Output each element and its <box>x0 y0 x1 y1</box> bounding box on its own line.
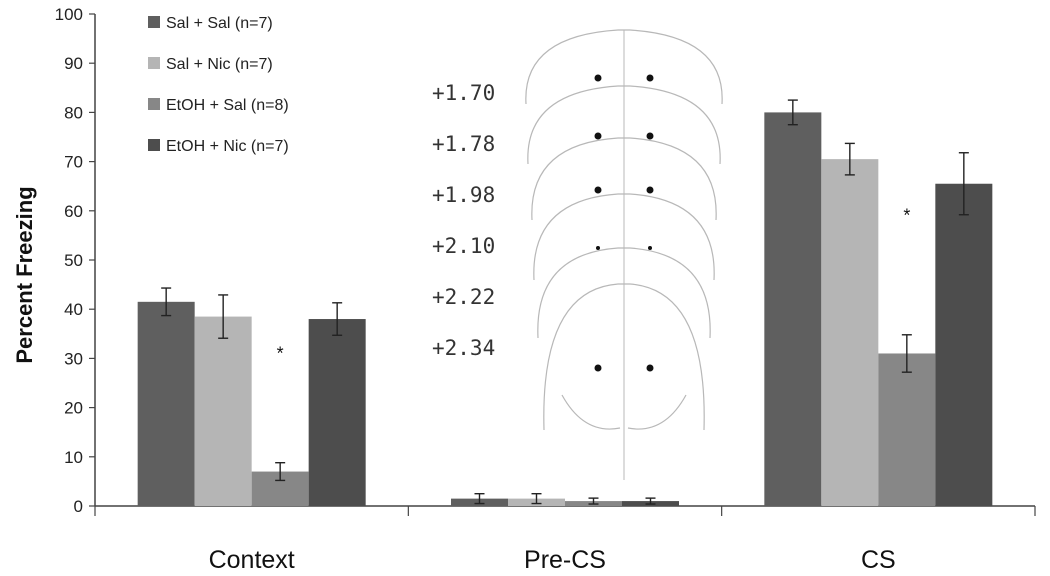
bar <box>308 319 366 506</box>
infusion-site-marker <box>594 186 602 194</box>
legend-swatch <box>148 139 160 151</box>
axes: 0 10 20 30 40 50 60 70 80 90 100 Context Pre-CS CS Per… <box>12 5 1036 574</box>
brain-section <box>543 283 705 480</box>
legend-label: EtOH + Sal (n=8) <box>166 97 289 114</box>
bar <box>137 301 195 506</box>
y-tick-label: 0 <box>74 497 83 516</box>
infusion-site-marker <box>596 246 600 250</box>
legend-label: Sal + Sal (n=7) <box>166 15 273 32</box>
brain-section <box>525 29 723 114</box>
bar <box>935 183 993 507</box>
bar <box>821 159 879 506</box>
legend-swatch <box>148 57 160 69</box>
x-category-label: Pre-CS <box>524 546 606 574</box>
bars: ** <box>137 99 993 507</box>
section-coordinate-label: +2.22 <box>432 285 495 309</box>
y-axis-title: Percent Freezing <box>12 186 37 363</box>
brain-section <box>527 85 721 174</box>
significance-marker: * <box>277 343 284 363</box>
legend-label: Sal + Nic (n=7) <box>166 56 273 73</box>
infusion-site-marker <box>646 364 654 372</box>
legend-entry: EtOH + Nic (n=7) <box>148 138 289 155</box>
infusion-site-marker <box>648 246 652 250</box>
legend-label: EtOH + Nic (n=7) <box>166 138 289 155</box>
y-tick-label: 70 <box>64 153 83 172</box>
brain-section-lobes <box>561 394 687 430</box>
significance-marker: * <box>903 206 910 226</box>
legend-swatch <box>148 16 160 28</box>
infusion-site-marker <box>646 74 654 82</box>
legend-entry: Sal + Sal (n=7) <box>148 15 273 32</box>
legend: Sal + Sal (n=7) Sal + Nic (n=7) EtOH + Sal… <box>148 15 289 155</box>
y-tick-label: 50 <box>64 251 83 270</box>
y-tick-label: 20 <box>64 399 83 418</box>
bar <box>764 112 822 507</box>
bar <box>878 353 936 506</box>
section-coordinate-label: +1.98 <box>432 183 495 207</box>
infusion-site-marker <box>594 132 602 140</box>
brain-section-inset: +1.70 +1.78 +1.98 +2.10 +2.22 +2.34 <box>432 29 723 480</box>
x-category-label: Context <box>209 546 295 574</box>
bar <box>194 316 252 506</box>
x-category-label: CS <box>861 546 896 574</box>
legend-entry: Sal + Nic (n=7) <box>148 56 273 73</box>
section-coordinate-label: +2.34 <box>432 336 495 360</box>
section-coordinate-label: +1.70 <box>432 81 495 105</box>
infusion-site-marker <box>594 364 602 372</box>
legend-entry: EtOH + Sal (n=8) <box>148 97 289 114</box>
y-tick-label: 30 <box>64 349 83 368</box>
section-coordinate-label: +2.10 <box>432 234 495 258</box>
infusion-site-marker <box>646 186 654 194</box>
section-coordinate-label: +1.78 <box>432 132 495 156</box>
y-tick-label: 100 <box>55 5 83 24</box>
legend-swatch <box>148 98 160 110</box>
y-tick-label: 90 <box>64 54 83 73</box>
infusion-site-marker <box>646 132 654 140</box>
y-tick-label: 60 <box>64 202 83 221</box>
infusion-site-marker <box>594 74 602 82</box>
y-tick-label: 10 <box>64 448 83 467</box>
y-tick-label: 40 <box>64 300 83 319</box>
y-tick-label: 80 <box>64 103 83 122</box>
